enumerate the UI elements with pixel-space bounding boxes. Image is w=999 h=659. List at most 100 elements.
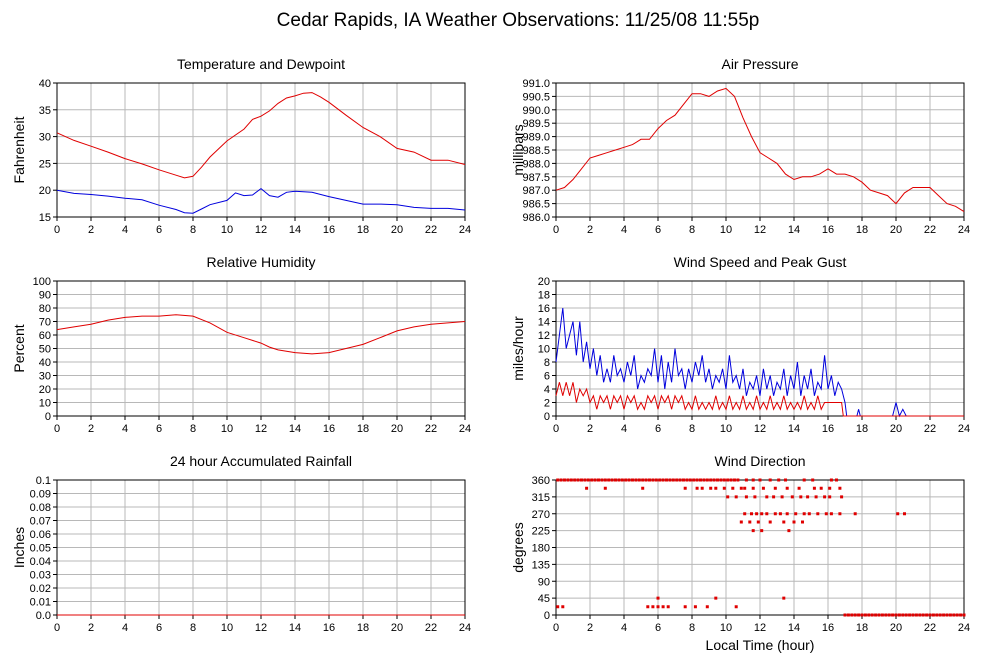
direction-point [688, 478, 692, 482]
direction-point [911, 613, 915, 617]
direction-point [918, 613, 922, 617]
direction-point [904, 613, 908, 617]
direction-point [641, 486, 645, 490]
direction-ytick-label: 180 [532, 543, 550, 555]
direction-point [802, 478, 806, 482]
direction-point [760, 512, 764, 516]
humidity-xtick-label: 14 [289, 423, 301, 435]
pressure-xtick-label: 12 [754, 224, 766, 236]
direction-point [887, 613, 891, 617]
direction-point [857, 613, 861, 617]
direction-point [585, 486, 589, 490]
direction-point [811, 478, 815, 482]
rain-ytick-label: 0.05 [30, 543, 51, 555]
direction-point [736, 478, 740, 482]
direction-point [801, 520, 804, 524]
direction-point [829, 512, 833, 516]
direction-point [955, 613, 959, 617]
direction-point [863, 613, 867, 617]
direction-point [683, 605, 687, 609]
wind-ytick-label: 10 [538, 344, 550, 356]
direction-point [620, 478, 624, 482]
page-title: Cedar Rapids, IA Weather Observations: 1… [277, 10, 760, 31]
temp-xtick-label: 10 [221, 224, 233, 236]
direction-point [646, 605, 650, 609]
direction-point [935, 613, 939, 617]
humidity-plot-frame [56, 280, 466, 417]
direction-point [586, 478, 590, 482]
direction-xtick-label: 6 [655, 622, 661, 634]
direction-point [563, 478, 566, 482]
direction-point [938, 613, 942, 617]
pressure-ytick-label: 988.5 [522, 145, 550, 157]
rain-chart: 24 hour Accumulated RainfallInches0.00.0… [11, 453, 471, 634]
humidity-xtick-label: 24 [459, 423, 471, 435]
rain-xtick-label: 8 [190, 622, 196, 634]
pressure-title: Air Pressure [721, 56, 798, 72]
direction-point [610, 478, 614, 482]
humidity-ytick-label: 0 [45, 411, 51, 423]
humidity-xtick-label: 8 [190, 423, 196, 435]
humidity-xtick-label: 18 [357, 423, 369, 435]
direction-point [651, 605, 655, 609]
humidity-ytick-label: 20 [39, 384, 51, 396]
direction-point [661, 478, 665, 482]
direction-point [637, 478, 641, 482]
wind-xtick-label: 22 [924, 423, 936, 435]
pressure-ytick-label: 986.0 [522, 212, 550, 224]
temp-xtick-label: 8 [190, 224, 196, 236]
temp-ytick-label: 25 [39, 158, 51, 170]
direction-point [765, 512, 769, 516]
rain-xtick-label: 0 [54, 622, 60, 634]
temp-xtick-label: 0 [54, 224, 60, 236]
direction-point [853, 613, 857, 617]
pressure-ytick-label: 986.5 [522, 199, 550, 211]
humidity-xtick-label: 6 [156, 423, 162, 435]
humidity-xtick-label: 0 [54, 423, 60, 435]
humidity-ytick-label: 80 [39, 303, 51, 315]
direction-point [908, 613, 912, 617]
humidity-chart: Relative HumidityPercent0102030405060708… [11, 254, 471, 435]
direction-point [661, 605, 665, 609]
wind-ytick-label: 6 [544, 371, 550, 383]
direction-point [829, 478, 833, 482]
direction-point [644, 478, 648, 482]
wind-chart: Wind Speed and Peak Gustmiles/hour024681… [510, 254, 970, 435]
direction-point [700, 486, 704, 490]
direction-point [658, 478, 662, 482]
pressure-ytick-label: 989.0 [522, 132, 550, 144]
direction-point [705, 478, 709, 482]
wind-xtick-label: 20 [890, 423, 902, 435]
direction-point [597, 478, 600, 482]
pressure-ytick-label: 987.5 [522, 172, 550, 184]
direction-point [780, 495, 784, 499]
direction-point [894, 613, 898, 617]
direction-point [835, 478, 838, 482]
direction-point [734, 605, 738, 609]
humidity-title: Relative Humidity [207, 254, 316, 270]
wind-ytick-label: 4 [544, 384, 550, 396]
temp-xtick-label: 2 [88, 224, 94, 236]
direction-point [773, 486, 777, 490]
direction-point [896, 512, 900, 516]
direction-point [731, 486, 735, 490]
direction-point [758, 478, 762, 482]
direction-point [556, 605, 560, 609]
direction-point [778, 512, 782, 516]
direction-point [914, 613, 918, 617]
direction-point [573, 478, 577, 482]
rain-ytick-label: 0.1 [36, 475, 51, 487]
direction-point [931, 613, 935, 617]
pressure-xtick-label: 2 [587, 224, 593, 236]
temp-xtick-label: 18 [357, 224, 369, 236]
temp-ytick-label: 40 [39, 78, 51, 90]
humidity-ytick-label: 90 [39, 290, 51, 302]
direction-point [593, 478, 597, 482]
direction-point [785, 486, 789, 490]
temp-xtick-label: 20 [391, 224, 403, 236]
direction-point [782, 596, 786, 600]
wind-ytick-label: 18 [538, 290, 550, 302]
wind-xtick-label: 12 [754, 423, 766, 435]
humidity-xtick-label: 4 [122, 423, 128, 435]
